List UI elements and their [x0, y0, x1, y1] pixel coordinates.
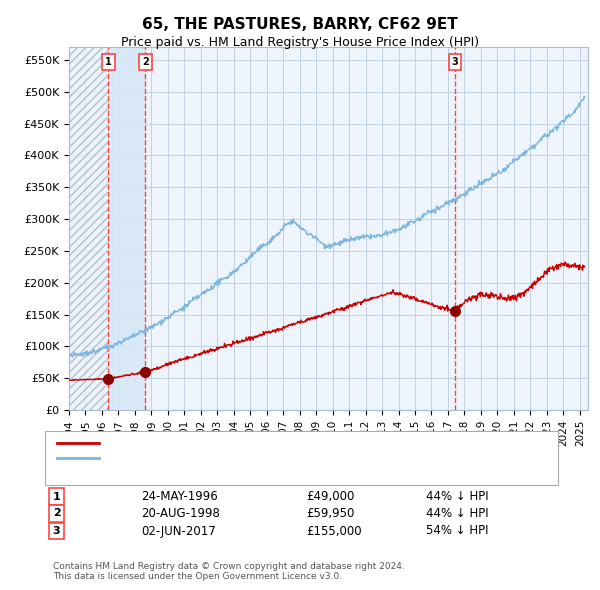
Text: 44% ↓ HPI: 44% ↓ HPI: [426, 490, 488, 503]
Text: Price paid vs. HM Land Registry's House Price Index (HPI): Price paid vs. HM Land Registry's House …: [121, 36, 479, 49]
Text: 44% ↓ HPI: 44% ↓ HPI: [426, 507, 488, 520]
Text: 65, THE PASTURES, BARRY, CF62 9ET (detached house): 65, THE PASTURES, BARRY, CF62 9ET (detac…: [105, 438, 408, 447]
Text: £59,950: £59,950: [306, 507, 355, 520]
Text: £155,000: £155,000: [306, 525, 362, 537]
Text: Contains HM Land Registry data © Crown copyright and database right 2024.: Contains HM Land Registry data © Crown c…: [53, 562, 404, 571]
Text: 54% ↓ HPI: 54% ↓ HPI: [426, 525, 488, 537]
Text: HPI: Average price, detached house, Vale of Glamorgan: HPI: Average price, detached house, Vale…: [105, 454, 408, 463]
Text: 1: 1: [105, 57, 112, 67]
Text: 2: 2: [142, 57, 149, 67]
Text: 3: 3: [451, 57, 458, 67]
Bar: [108, 47, 145, 410]
Text: This data is licensed under the Open Government Licence v3.0.: This data is licensed under the Open Gov…: [53, 572, 342, 581]
Text: 1: 1: [53, 492, 61, 502]
Text: 24-MAY-1996: 24-MAY-1996: [141, 490, 218, 503]
Text: 2: 2: [53, 509, 61, 518]
Text: 3: 3: [53, 526, 61, 536]
Text: £49,000: £49,000: [306, 490, 355, 503]
Text: 02-JUN-2017: 02-JUN-2017: [141, 525, 216, 537]
Text: 65, THE PASTURES, BARRY, CF62 9ET: 65, THE PASTURES, BARRY, CF62 9ET: [142, 17, 458, 31]
Text: 20-AUG-1998: 20-AUG-1998: [141, 507, 220, 520]
Bar: [69, 47, 108, 410]
